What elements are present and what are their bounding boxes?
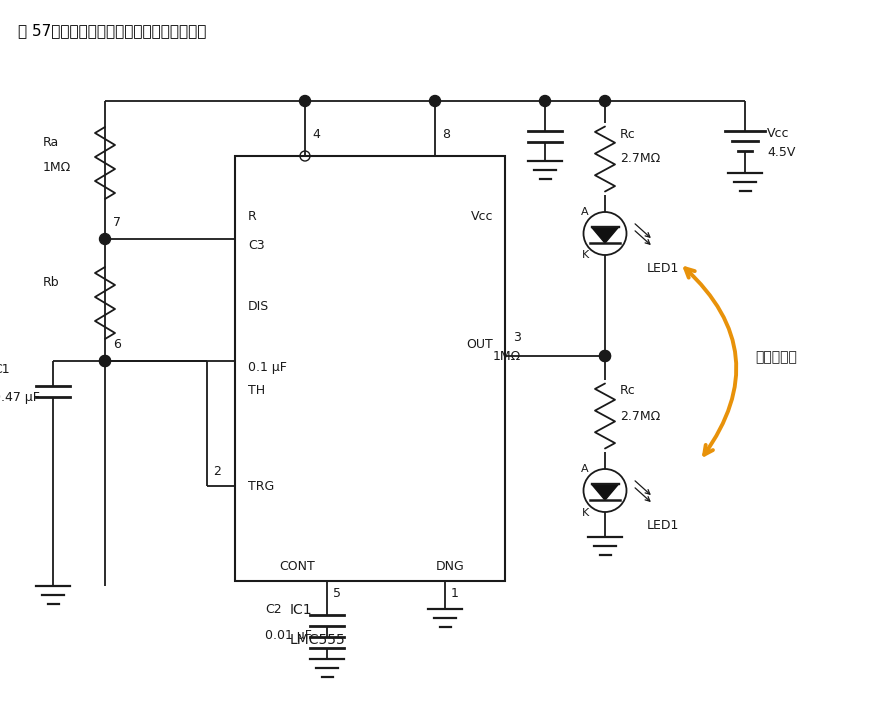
Text: 1: 1 [451, 587, 459, 600]
Circle shape [99, 356, 111, 366]
Circle shape [539, 95, 551, 107]
Text: LED1: LED1 [647, 519, 680, 532]
Circle shape [600, 351, 610, 361]
Text: R: R [248, 210, 257, 223]
Text: Vcc: Vcc [767, 127, 789, 139]
Text: Vcc: Vcc [470, 210, 493, 223]
Text: 2: 2 [213, 465, 221, 478]
Text: 2.7MΩ: 2.7MΩ [620, 152, 660, 166]
Text: 7: 7 [113, 216, 121, 229]
Text: TH: TH [248, 385, 265, 397]
Text: 8: 8 [442, 128, 450, 141]
Text: Rb: Rb [43, 277, 60, 289]
Text: 6: 6 [113, 338, 121, 351]
Text: C3: C3 [248, 239, 265, 252]
Circle shape [300, 95, 310, 107]
Text: 1MΩ: 1MΩ [43, 161, 71, 174]
Text: IC1: IC1 [290, 603, 312, 617]
Text: 1MΩ: 1MΩ [493, 350, 521, 363]
Text: DNG: DNG [436, 560, 465, 572]
Circle shape [99, 233, 111, 245]
Text: 4.5V: 4.5V [767, 146, 795, 159]
Text: 図 57　点滅実験その２の回路（交互点滅）: 図 57 点滅実験その２の回路（交互点滅） [18, 23, 206, 38]
Circle shape [600, 351, 610, 361]
Circle shape [430, 95, 440, 107]
Text: Rc: Rc [620, 127, 636, 141]
Text: C1: C1 [0, 363, 10, 376]
Text: K: K [581, 508, 589, 518]
Text: A: A [581, 464, 589, 474]
Text: CONT: CONT [279, 560, 315, 572]
Text: 2.7MΩ: 2.7MΩ [620, 410, 660, 422]
Text: DIS: DIS [248, 299, 269, 313]
Text: LED1: LED1 [647, 262, 680, 275]
Text: TRG: TRG [248, 479, 275, 493]
Circle shape [99, 356, 111, 366]
Text: 4: 4 [312, 128, 320, 141]
Text: 0.47 μF: 0.47 μF [0, 391, 39, 404]
Text: 5: 5 [333, 587, 341, 600]
Polygon shape [591, 227, 618, 243]
Text: 3: 3 [513, 331, 521, 344]
Text: K: K [581, 250, 589, 260]
Text: Ra: Ra [43, 137, 60, 149]
Text: A: A [581, 206, 589, 217]
Text: 0.01 μF: 0.01 μF [265, 629, 312, 642]
Polygon shape [591, 484, 618, 500]
Text: 交互に点滅: 交互に点滅 [755, 350, 797, 364]
Text: 0.1 μF: 0.1 μF [248, 361, 287, 374]
Text: LMC555: LMC555 [290, 633, 346, 647]
Bar [235, 156, 505, 581]
Circle shape [600, 95, 610, 107]
Text: C2: C2 [265, 603, 282, 616]
Text: Rc: Rc [620, 385, 636, 397]
Text: OUT: OUT [467, 338, 493, 351]
